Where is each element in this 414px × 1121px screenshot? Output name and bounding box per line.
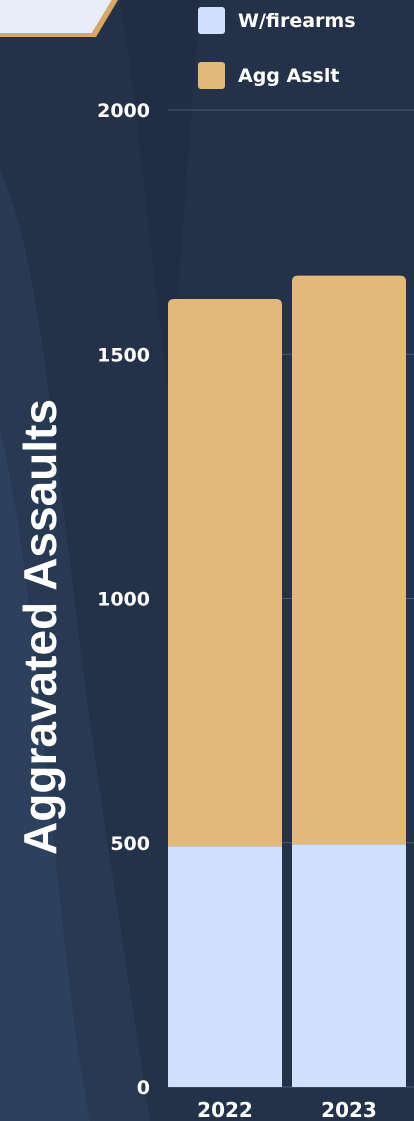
legend-item-agg-asslt: Agg Asslt [198, 62, 339, 89]
legend-label-firearms: W/firearms [238, 9, 356, 32]
bar-2023-agg-asslt [292, 275, 406, 845]
x-tick-label: 2023 [321, 1098, 377, 1121]
x-axis-labels: 2022 2023 [197, 1098, 377, 1121]
x-tick-label: 2022 [197, 1098, 253, 1121]
y-axis-ticks: 0 500 1000 1500 2000 [97, 100, 150, 1099]
y-tick-label: 1500 [97, 344, 150, 366]
y-tick-label: 500 [110, 833, 150, 855]
legend-swatch-agg-asslt [198, 62, 225, 89]
y-axis-label: Aggravated Assaults [14, 399, 66, 855]
y-tick-label: 1000 [97, 589, 150, 611]
legend-item-firearms: W/firearms [198, 7, 356, 34]
y-tick-label: 2000 [97, 100, 150, 122]
y-tick-label: 0 [137, 1077, 150, 1099]
bars [168, 275, 406, 1087]
bar-2023-w-firearms [292, 844, 406, 1087]
legend-label-agg-asslt: Agg Asslt [238, 64, 340, 87]
bar-2022-w-firearms [168, 846, 282, 1087]
legend-swatch-firearms [198, 7, 225, 34]
bar-2022-agg-asslt [168, 299, 282, 847]
